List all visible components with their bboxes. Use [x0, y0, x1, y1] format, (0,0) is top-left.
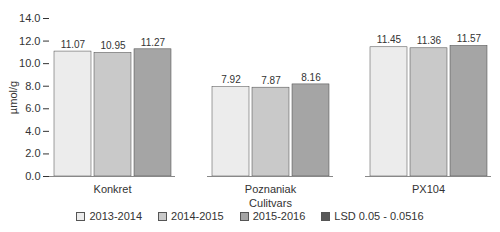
svg-text:10.95: 10.95: [100, 40, 125, 51]
svg-text:6.0: 6.0: [25, 102, 40, 114]
svg-text:7.92: 7.92: [221, 74, 241, 85]
svg-text:11.36: 11.36: [417, 35, 442, 46]
svg-text:11.57: 11.57: [457, 33, 482, 44]
svg-text:8.0: 8.0: [25, 80, 40, 92]
svg-text:8.16: 8.16: [301, 72, 321, 83]
svg-text:2.0: 2.0: [25, 147, 40, 159]
svg-text:0.0: 0.0: [25, 170, 40, 182]
svg-text:Konkret: Konkret: [94, 183, 132, 195]
html-text:2015-2016: 2015-2016: [252, 210, 306, 222]
svg-text:Culitvars: Culitvars: [249, 197, 292, 209]
svg-text:14.0: 14.0: [19, 12, 40, 24]
svg-text:PX104: PX104: [412, 183, 445, 195]
svg-text:µmol/g: µmol/g: [7, 81, 19, 114]
svg-text:11.07: 11.07: [61, 39, 86, 50]
svg-text:4.0: 4.0: [25, 125, 40, 137]
svg-text:11.45: 11.45: [377, 34, 402, 45]
svg-text:10.0: 10.0: [19, 57, 40, 69]
svg-text:7.87: 7.87: [261, 75, 281, 86]
svg-text:Poznaniak: Poznaniak: [245, 183, 297, 195]
html-text:2013-2014: 2013-2014: [89, 210, 142, 222]
html-text:LSD 0.05 - 0.0516: LSD 0.05 - 0.0516: [334, 210, 424, 222]
html-text:2014-2015: 2014-2015: [171, 210, 224, 222]
svg-text:12.0: 12.0: [19, 35, 40, 47]
svg-text:11.27: 11.27: [141, 37, 166, 48]
